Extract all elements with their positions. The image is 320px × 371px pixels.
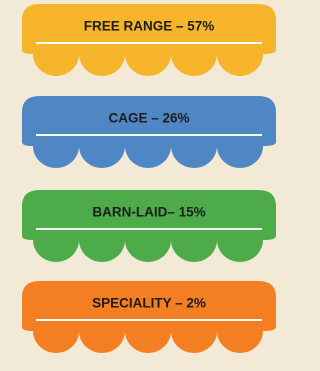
egg-carton [22,281,276,353]
egg-carton [22,4,276,76]
carton-label: BARN-LAID– 15% [92,205,205,220]
page: FREE RANGE – 57% CAGE – 26% BARN-LAID– 15%… [0,0,297,371]
egg-carton [22,96,276,168]
carton-label: CAGE – 26% [108,111,189,126]
carton-label: FREE RANGE – 57% [84,19,215,34]
infographic: FREE RANGE – 57% CAGE – 26% BARN-LAID– 15%… [0,0,297,371]
carton-label: SPECIALITY – 2% [92,296,206,311]
egg-carton [22,190,276,262]
